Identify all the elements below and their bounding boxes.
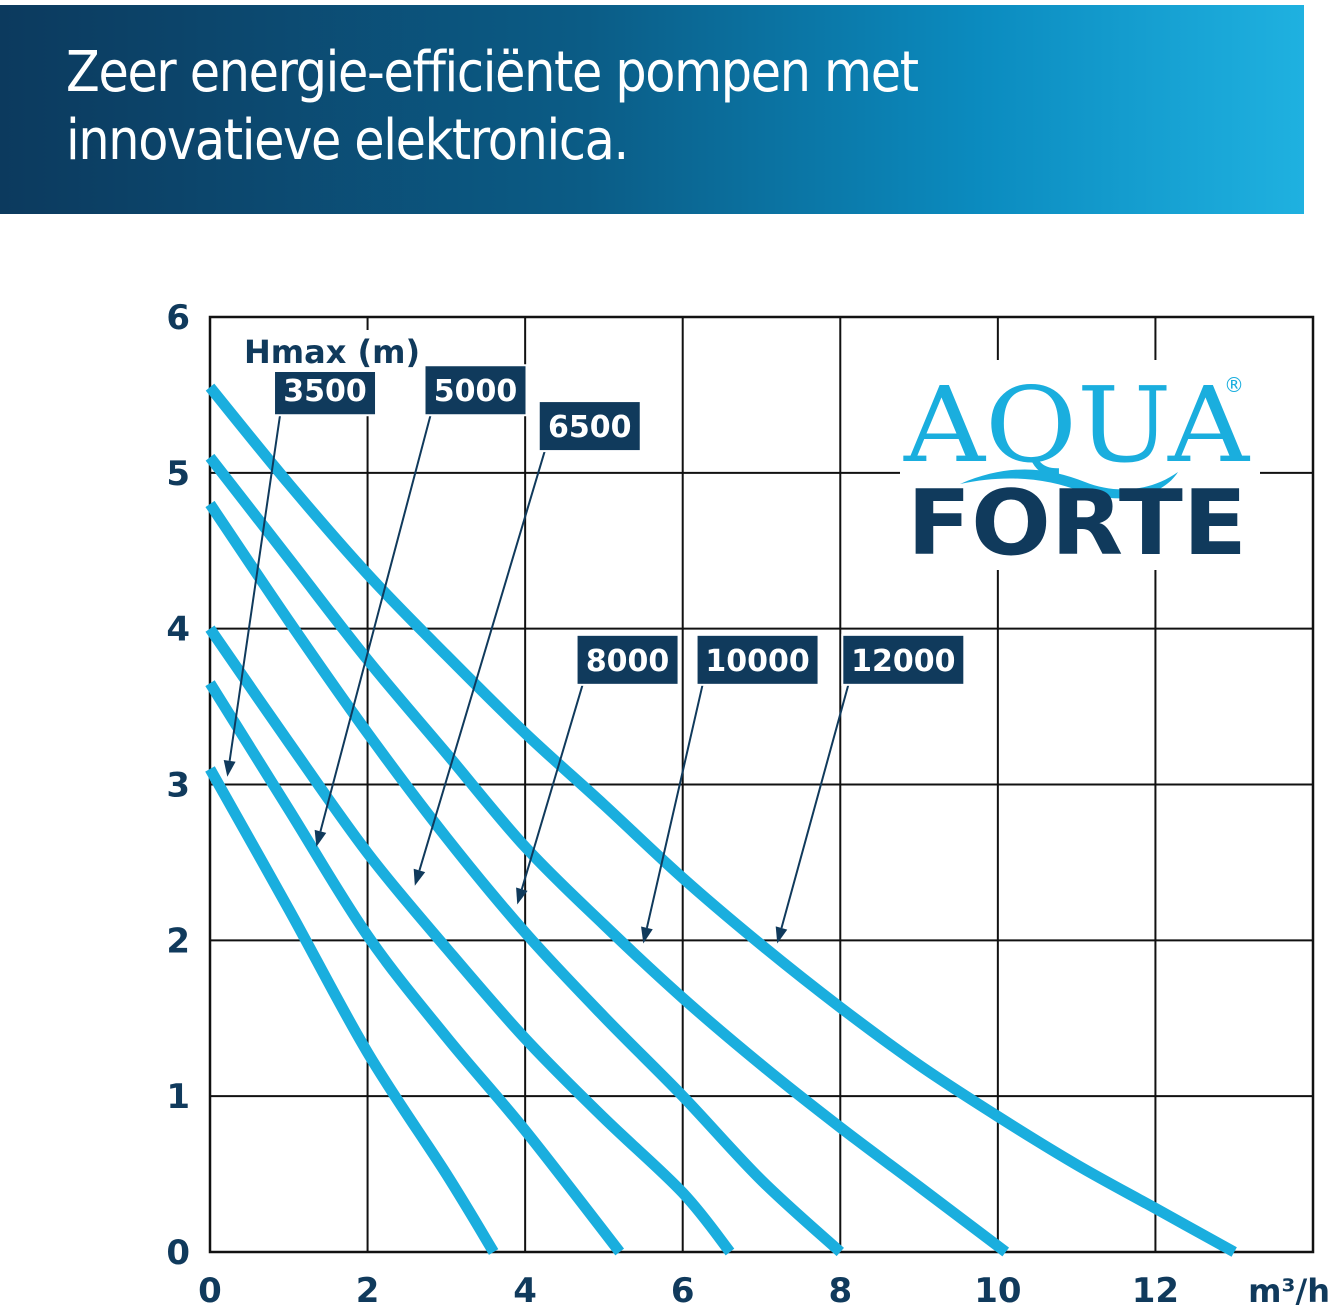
series-line-8000 <box>205 500 844 1257</box>
label-arrow-3500 <box>228 415 282 762</box>
logo-aqua-text: AQUA <box>903 364 1251 486</box>
x-tick-label: 0 <box>198 1271 222 1309</box>
logo-forte-text: FORTE <box>907 471 1247 576</box>
header-banner: Zeer energie-efficiënte pompen met innov… <box>0 5 1304 214</box>
series-label-box-5000 <box>423 364 528 417</box>
arrowhead-icon <box>413 868 426 886</box>
x-tick-label: 2 <box>356 1271 380 1309</box>
y-axis-label-background <box>238 330 408 372</box>
series-line-5000 <box>205 680 625 1256</box>
series-line-6500 <box>205 625 735 1256</box>
arrowhead-icon <box>314 829 327 847</box>
chart-curves <box>205 383 1237 1257</box>
logo-wave-icon <box>960 469 1178 499</box>
label-arrow-6500 <box>418 450 546 871</box>
logo-background <box>900 360 1260 570</box>
y-tick-label: 0 <box>166 1233 190 1273</box>
series-line-3500 <box>205 766 499 1255</box>
arrowhead-icon <box>516 887 528 905</box>
series-label-box-10000 <box>695 633 820 686</box>
series-label-6500: 6500 <box>548 410 632 445</box>
arrowhead-icon <box>775 926 788 944</box>
chart-label-arrows <box>223 414 850 944</box>
series-label-box-3500 <box>273 364 378 417</box>
y-tick-label: 4 <box>166 610 190 650</box>
y-tick-label: 6 <box>166 298 190 338</box>
y-tick-label: 5 <box>166 454 190 494</box>
y-axis-label: Hmax (m) <box>244 333 420 371</box>
x-axis-label: m³/h <box>1248 1272 1330 1309</box>
series-line-10000 <box>205 453 1010 1257</box>
label-arrow-10000 <box>645 684 704 929</box>
y-tick-label: 1 <box>166 1077 190 1117</box>
x-tick-label: 4 <box>513 1271 537 1309</box>
series-label-10000: 10000 <box>705 644 809 679</box>
arrowhead-icon <box>641 926 653 944</box>
label-arrow-5000 <box>319 414 432 832</box>
series-label-3500: 3500 <box>283 374 367 409</box>
x-tick-label: 8 <box>828 1271 852 1309</box>
series-label-8000: 8000 <box>586 644 670 679</box>
series-label-box-6500 <box>537 400 642 453</box>
arrowhead-icon <box>223 760 236 777</box>
label-arrow-12000 <box>780 684 850 929</box>
series-label-12000: 12000 <box>851 644 955 679</box>
series-line-12000 <box>205 383 1237 1257</box>
label-arrow-8000 <box>520 684 584 890</box>
y-tick-label: 2 <box>166 921 190 961</box>
series-label-box-12000 <box>841 633 966 686</box>
registered-mark: ® <box>1224 373 1244 397</box>
aquaforte-logo: AQUA FORTE ® <box>900 360 1260 576</box>
banner-title: Zeer energie-efficiënte pompen met innov… <box>66 40 919 173</box>
x-tick-label: 12 <box>1132 1271 1179 1309</box>
series-label-box-8000 <box>575 633 680 686</box>
chart-series-labels: 3500 5000 6500 8000 10000 12000 <box>273 364 966 686</box>
x-tick-label: 10 <box>974 1271 1021 1309</box>
series-label-5000: 5000 <box>434 374 518 409</box>
y-tick-label: 3 <box>166 766 190 806</box>
plot-frame <box>208 315 1315 1254</box>
x-tick-label: 6 <box>671 1271 695 1309</box>
